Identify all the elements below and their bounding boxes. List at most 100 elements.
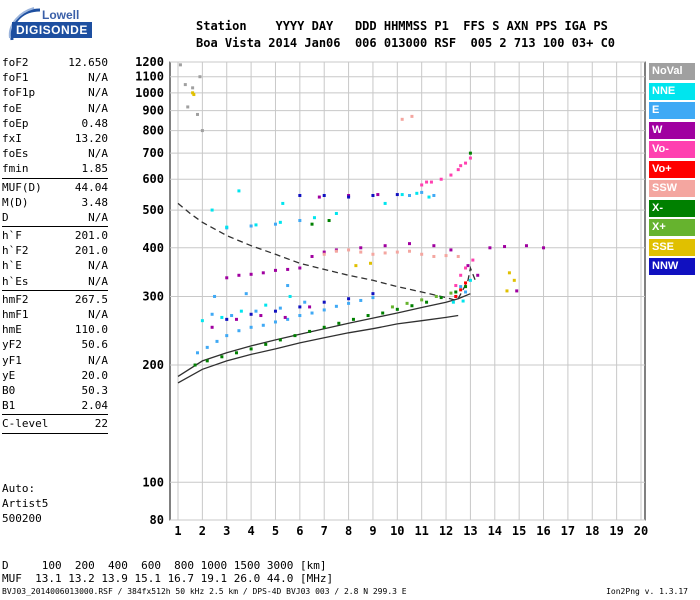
echo-point-ssw (400, 117, 404, 121)
y-tick-label: 1000 (135, 86, 164, 100)
echo-point-e (273, 320, 277, 324)
echo-point-ssw (456, 254, 460, 258)
param-value: 110.0 (74, 323, 108, 337)
echo-point-e (310, 311, 314, 315)
echo-point-ssw (408, 249, 411, 253)
param-name: fmin (2, 162, 29, 176)
param-value: 1.85 (81, 162, 109, 176)
muf-row: MUF 13.1 13.2 13.9 15.1 16.7 19.1 26.0 4… (2, 572, 334, 585)
echo-point-x (410, 304, 414, 308)
echo-point-nne (237, 189, 241, 193)
echo-point-e (371, 296, 375, 300)
echo-point-w (524, 244, 528, 248)
param-row: foEs N/A (2, 146, 108, 161)
echo-point-nne (225, 225, 229, 229)
echo-point-w (322, 250, 326, 254)
profile-curve (177, 202, 459, 302)
echo-point-x (249, 347, 253, 351)
echo-point-ssw (334, 249, 338, 253)
param-name: foF2 (2, 56, 29, 69)
param-value: N/A (88, 308, 108, 321)
echo-point-noval (198, 75, 202, 79)
echo-point-sse (191, 91, 195, 95)
digisonde-logo: Lowell DIGISONDE (2, 4, 92, 50)
profile-curve (177, 293, 471, 377)
parameter-list: foF2 12.650 foF1 N/A foF1p N/A foE N/A foEp 0.48 f… (2, 55, 108, 435)
echo-point-e (459, 285, 463, 289)
echo-point-nnw (395, 193, 399, 197)
axis-ticks: 1 2 3 4 5 6 7 8 9 10 11 12 13 14 15 16 17 18 19 20801002003… (135, 55, 648, 538)
echo-point-w (310, 254, 314, 258)
param-value: N/A (88, 259, 108, 273)
echo-point-x (381, 311, 385, 315)
param-name: B0 (2, 383, 16, 397)
echo-point-vo (464, 161, 468, 165)
echo-point-e (273, 222, 277, 226)
echo-point-e (278, 306, 282, 310)
echo-point-vo (459, 288, 463, 292)
echo-point-sse (354, 264, 358, 268)
echo-point-w (476, 273, 480, 277)
param-value: N/A (88, 101, 108, 115)
echo-point-x (439, 296, 443, 300)
param-value: N/A (88, 71, 108, 85)
echo-point-x (193, 363, 197, 367)
echo-point-e (210, 312, 214, 316)
echo-point-vo (464, 266, 468, 270)
echo-point-w (383, 244, 387, 248)
echo-point-w (210, 325, 214, 329)
echo-point-e (205, 345, 209, 349)
x-tick-label: 19 (609, 524, 623, 538)
param-row: MUF(D) 44.04 (2, 180, 108, 195)
echo-point-x (366, 314, 370, 318)
echo-point-w (237, 273, 241, 277)
echo-point-x (420, 298, 424, 302)
y-tick-label: 600 (142, 172, 164, 186)
echo-point-vo (456, 168, 460, 172)
legend-item-sse: SSE (649, 238, 695, 256)
echo-point-sse (505, 289, 509, 293)
echo-point-x (264, 342, 268, 346)
echo-point-x (337, 321, 341, 325)
param-name: foEs (2, 147, 29, 161)
echo-point-x (405, 301, 409, 305)
echo-point-ssw (432, 254, 436, 258)
param-row: foF1p N/A (2, 85, 108, 100)
echo-point-vo (471, 258, 475, 262)
x-tick-label: 13 (463, 524, 477, 538)
version-label: Ion2Png v. 1.3.17 (606, 587, 688, 596)
param-row: D N/A (2, 210, 108, 225)
echo-point-w (503, 245, 507, 249)
param-name: fxI (2, 131, 22, 145)
echo-point-nne (400, 193, 404, 197)
echo-point-x (464, 285, 468, 289)
param-value: N/A (88, 210, 108, 224)
y-tick-label: 800 (142, 124, 164, 138)
y-tick-label: 900 (142, 104, 164, 118)
echo-point-ssw (410, 114, 414, 118)
echo-point-vo (468, 156, 472, 160)
param-separator (2, 432, 108, 434)
echo-point-x (425, 300, 429, 304)
echo-point-e (303, 300, 307, 304)
distance-row: D 100 200 400 600 800 1000 1500 3000 [km… (2, 559, 327, 572)
echo-point-noval (186, 105, 190, 109)
header-values: Boa Vista 2014 Jan06 006 013000 RSF 005 … (196, 36, 616, 50)
x-tick-label: 3 (223, 524, 230, 538)
legend-item-w: W (649, 121, 695, 139)
echo-point-vo (454, 294, 458, 298)
echo-point-e (322, 308, 326, 312)
y-tick-label: 1200 (135, 55, 164, 69)
echo-point-w (449, 248, 453, 252)
echo-point-nne (288, 294, 292, 298)
x-tick-label: 8 (345, 524, 352, 538)
echo-point-w (376, 193, 380, 197)
echo-point-vo (449, 173, 453, 177)
param-row: fxI 13.20 (2, 131, 108, 146)
param-name: hmE (2, 323, 22, 337)
echo-point-nne (239, 309, 243, 313)
echo-point-x (327, 219, 331, 223)
echo-point-ssw (371, 252, 375, 256)
legend-item-nnw: NNW (649, 258, 695, 275)
